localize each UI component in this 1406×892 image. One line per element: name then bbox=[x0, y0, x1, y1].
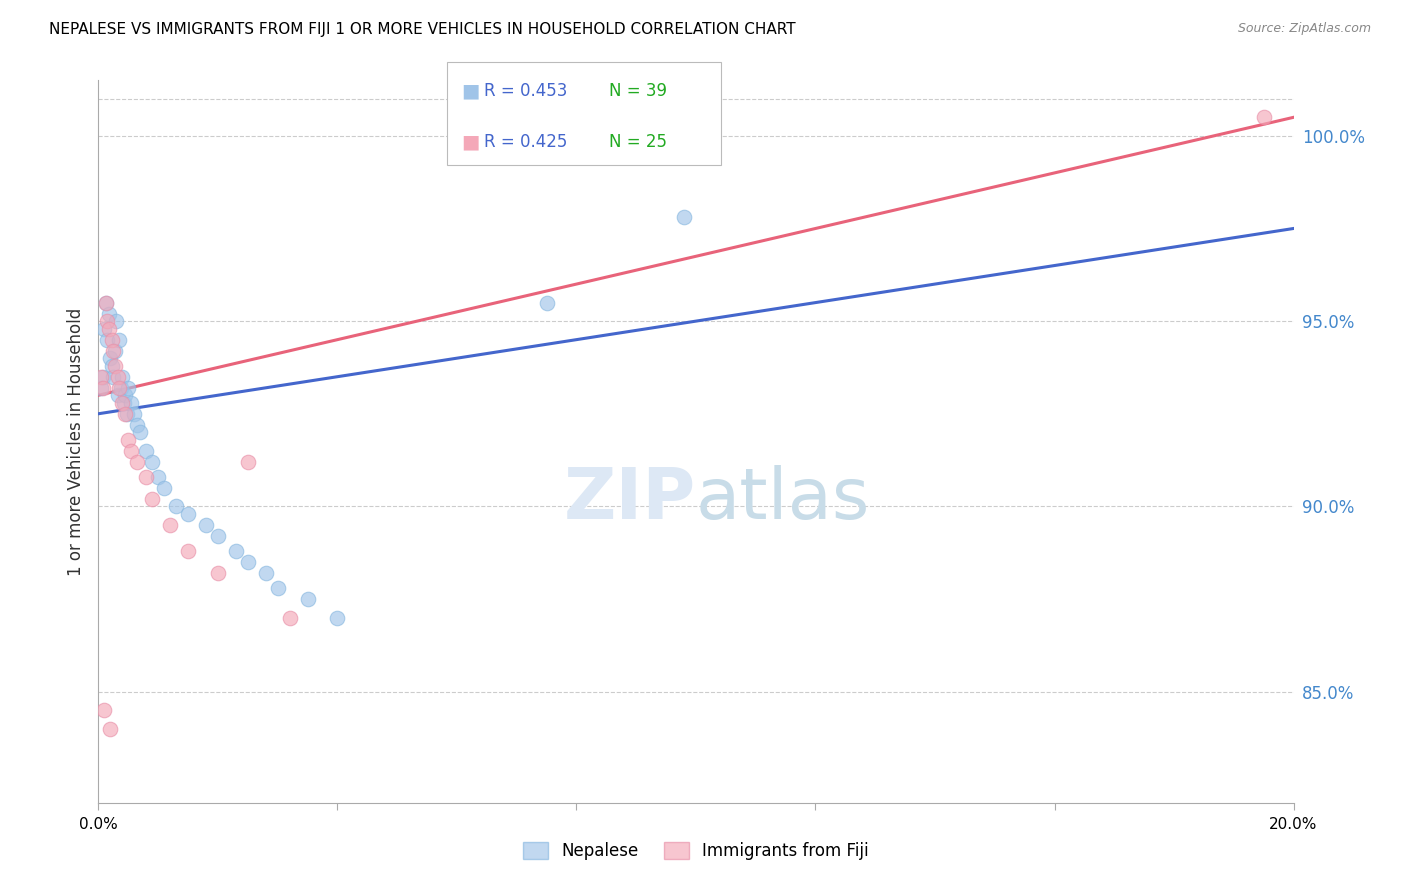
Point bbox=[96, 333, 118, 347]
Text: ■: ■ bbox=[461, 133, 479, 152]
Point bbox=[673, 211, 696, 225]
Point bbox=[94, 295, 117, 310]
Point bbox=[110, 381, 132, 395]
Text: NEPALESE VS IMMIGRANTS FROM FIJI 1 OR MORE VEHICLES IN HOUSEHOLD CORRELATION CHA: NEPALESE VS IMMIGRANTS FROM FIJI 1 OR MO… bbox=[49, 22, 796, 37]
Point bbox=[107, 388, 129, 402]
Text: N = 39: N = 39 bbox=[609, 82, 666, 100]
Point bbox=[91, 381, 114, 395]
Text: N = 25: N = 25 bbox=[609, 134, 666, 152]
Point bbox=[100, 359, 122, 373]
Point bbox=[1253, 111, 1275, 125]
Point bbox=[207, 529, 229, 543]
Point bbox=[100, 333, 122, 347]
Text: ■: ■ bbox=[461, 82, 479, 101]
Point bbox=[117, 381, 139, 395]
Text: R = 0.453: R = 0.453 bbox=[484, 82, 567, 100]
Text: Source: ZipAtlas.com: Source: ZipAtlas.com bbox=[1237, 22, 1371, 36]
Text: ZIP: ZIP bbox=[564, 465, 696, 533]
Point bbox=[114, 407, 136, 421]
Point bbox=[278, 610, 301, 624]
Point bbox=[135, 443, 157, 458]
Point bbox=[129, 425, 152, 440]
Point bbox=[111, 395, 134, 409]
Point bbox=[159, 517, 181, 532]
Point bbox=[98, 321, 121, 335]
Point bbox=[108, 381, 131, 395]
Point bbox=[114, 388, 136, 402]
Point bbox=[141, 491, 163, 506]
Point bbox=[98, 351, 122, 366]
Point bbox=[90, 381, 112, 395]
Point bbox=[90, 369, 112, 384]
Point bbox=[124, 407, 146, 421]
Point bbox=[207, 566, 229, 580]
Point bbox=[127, 455, 149, 469]
Point bbox=[117, 433, 139, 447]
Point bbox=[103, 343, 125, 358]
Point bbox=[135, 469, 157, 483]
Y-axis label: 1 or more Vehicles in Household: 1 or more Vehicles in Household bbox=[66, 308, 84, 575]
Point bbox=[107, 369, 129, 384]
Point bbox=[120, 395, 142, 409]
Point bbox=[105, 314, 128, 328]
Point bbox=[93, 703, 115, 717]
Point bbox=[267, 581, 290, 595]
Point bbox=[111, 369, 134, 384]
Point bbox=[225, 544, 247, 558]
Point bbox=[165, 500, 187, 514]
Point bbox=[177, 507, 200, 521]
Point bbox=[108, 333, 131, 347]
Point bbox=[177, 544, 200, 558]
Point bbox=[104, 359, 127, 373]
Point bbox=[91, 369, 114, 384]
Point bbox=[148, 469, 170, 483]
Text: R = 0.425: R = 0.425 bbox=[484, 134, 567, 152]
Point bbox=[98, 722, 122, 736]
Point bbox=[94, 295, 117, 310]
Point bbox=[297, 592, 319, 607]
Point bbox=[127, 417, 149, 432]
Point bbox=[93, 321, 115, 335]
Point bbox=[98, 307, 121, 321]
Point bbox=[120, 443, 142, 458]
Point bbox=[96, 314, 118, 328]
Point bbox=[195, 517, 218, 532]
Point bbox=[254, 566, 277, 580]
Point bbox=[112, 395, 135, 409]
Point bbox=[153, 481, 176, 495]
Point bbox=[236, 555, 259, 569]
Point bbox=[104, 343, 127, 358]
Point bbox=[103, 369, 125, 384]
Legend: Nepalese, Immigrants from Fiji: Nepalese, Immigrants from Fiji bbox=[516, 835, 876, 867]
Point bbox=[326, 610, 349, 624]
Point bbox=[236, 455, 259, 469]
Point bbox=[536, 295, 558, 310]
Point bbox=[115, 407, 138, 421]
Point bbox=[141, 455, 163, 469]
Text: atlas: atlas bbox=[696, 465, 870, 533]
